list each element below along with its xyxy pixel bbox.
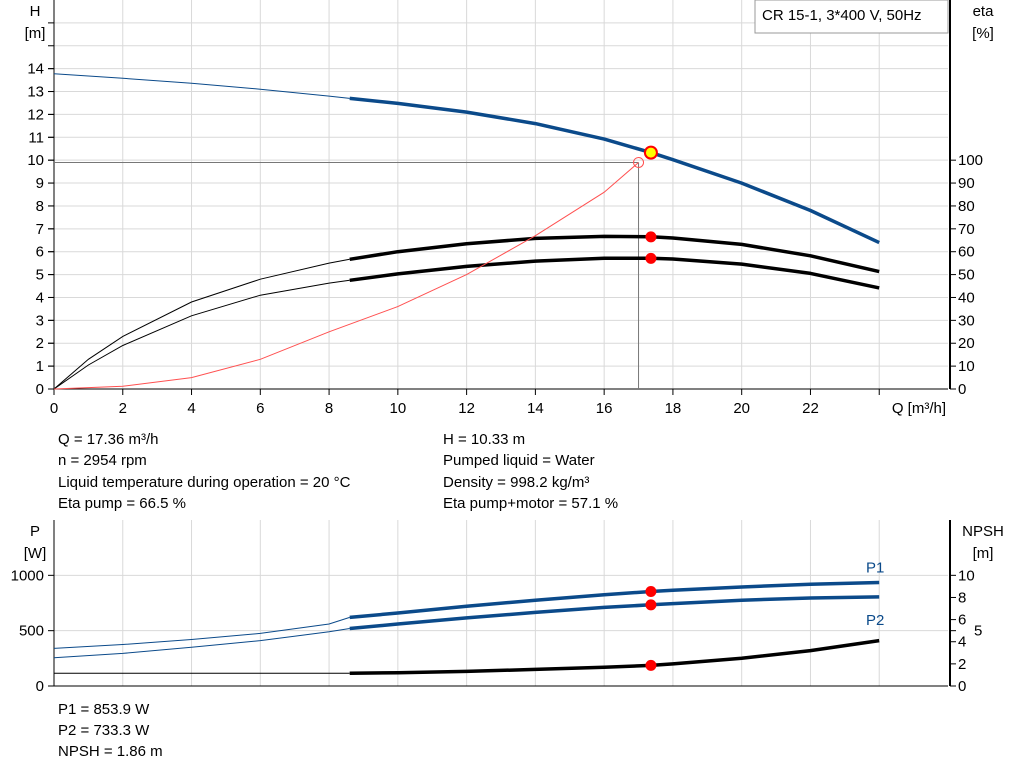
curve-H [349,96,880,245]
curve-system [53,162,639,390]
y2-tick-label: 30 [958,312,975,329]
y2-axis-label: NPSH [962,523,1004,540]
x-axis-label: Q [m³/h] [892,400,946,417]
x-tick-label: 18 [665,400,682,417]
y2-tick-label: 5 [974,623,982,640]
x-tick-label: 16 [596,400,613,417]
y-axis-label: H [30,3,41,20]
y2-tick-label: 10 [958,567,975,584]
y-tick-label: 1000 [11,567,44,584]
x-tick-label: 6 [256,400,264,417]
y2-tick-label: 20 [958,335,975,352]
y-tick-label: 4 [36,289,44,306]
info-p2: P2 = 733.3 W [58,722,150,739]
y2-tick-label: 70 [958,221,975,238]
x-tick-label: 12 [458,400,475,417]
y-tick-label: 8 [36,198,44,215]
series-label-P1: P1 [866,560,884,577]
curve-eta_pump_motor [349,256,880,290]
x-tick-label: 10 [390,400,407,417]
y-axis-unit: [W] [24,545,47,562]
y-tick-label: 6 [36,244,44,261]
curve-eta_pump-extrapolated [53,258,350,390]
info-q: Q = 17.36 m³/h [58,431,159,448]
curve-P1-extrapolated [53,616,350,649]
y-tick-label: 0 [36,381,44,398]
y2-tick-label: 90 [958,175,975,192]
y2-tick-label: 0 [958,381,966,398]
y-tick-label: 5 [36,267,44,284]
curve-P2-extrapolated [53,628,350,659]
curve-P2 [349,595,880,631]
y2-tick-label: 4 [958,634,966,651]
info-temperature: Liquid temperature during operation = 20… [58,474,351,491]
x-tick-label: 22 [802,400,819,417]
y2-axis-unit: [m] [973,545,994,562]
y2-tick-label: 2 [958,656,966,673]
y-tick-label: 7 [36,221,44,238]
y2-tick-label: 40 [958,289,975,306]
y2-tick-label: 10 [958,358,975,375]
info-eta-pump: Eta pump = 66.5 % [58,495,186,512]
y2-tick-label: 50 [958,267,975,284]
y-tick-label: 13 [27,84,44,101]
duty-point-marker [643,145,658,160]
x-tick-label: 0 [50,400,58,417]
y-tick-label: 14 [27,61,44,78]
info-speed: n = 2954 rpm [58,452,147,469]
y2-axis-unit: [%] [972,25,994,42]
legend-pump-model: CR 15-1, 3*400 V, 50Hz [762,7,922,24]
operating-point-marker [645,586,657,598]
y2-tick-label: 100 [958,152,983,169]
y-tick-label: 3 [36,312,44,329]
x-tick-label: 4 [187,400,195,417]
info-density: Density = 998.2 kg/m³ [443,474,590,491]
y-tick-label: 11 [28,129,44,146]
info-eta-pump-motor: Eta pump+motor = 57.1 % [443,495,619,512]
series-label-P2: P2 [866,612,884,629]
info-p1: P1 = 853.9 W [58,701,150,718]
y2-tick-label: 0 [958,678,966,695]
y2-tick-label: 80 [958,198,975,215]
y2-tick-label: 8 [958,589,966,606]
info-liquid: Pumped liquid = Water [443,452,595,469]
system-intersection-marker [633,156,645,168]
y-axis-unit: [m] [25,25,46,42]
x-tick-label: 8 [325,400,333,417]
operating-point-marker [645,252,657,264]
curve-P1 [349,580,880,620]
operating-point-marker [645,599,657,611]
y-tick-label: 1 [36,358,44,375]
y-tick-label: 500 [19,623,44,640]
curve-eta_pump [349,234,880,274]
curve-eta_pump_motor-extrapolated [53,279,350,390]
info-h: H = 10.33 m [443,431,526,448]
y-tick-label: 10 [27,152,44,169]
legend-box [754,0,949,34]
y2-tick-label: 6 [958,612,966,629]
y-tick-label: 2 [36,335,44,352]
y2-tick-label: 60 [958,244,975,261]
y-tick-label: 12 [27,106,44,123]
operating-point-marker [645,659,657,671]
y-axis-label: P [30,523,40,540]
curve-H-extrapolated [53,73,350,99]
x-tick-label: 20 [733,400,750,417]
y2-axis-label: eta [973,3,995,20]
x-tick-label: 2 [119,400,127,417]
y-tick-label: 0 [36,678,44,695]
x-tick-label: 14 [527,400,544,417]
operating-point-marker [645,231,657,243]
curve-NPSH [349,638,880,676]
info-npsh: NPSH = 1.86 m [58,743,163,760]
y-tick-label: 9 [36,175,44,192]
